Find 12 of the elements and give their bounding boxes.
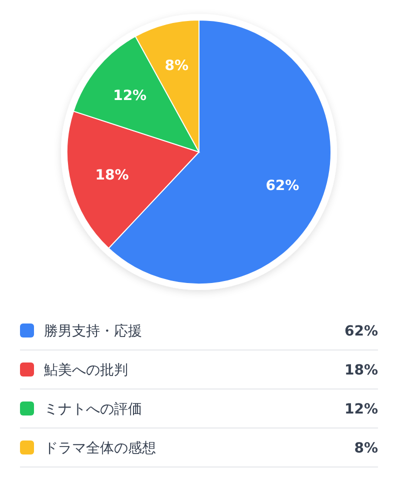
legend-label: ドラマ全体の感想 <box>44 440 156 456</box>
legend-label: 勝男支持・応援 <box>44 324 142 340</box>
data-label: 18% <box>95 167 129 184</box>
legend-label: 鮎美への批判 <box>44 362 128 378</box>
text: 62% <box>344 324 378 340</box>
text: 18% <box>344 362 378 378</box>
data-label: 8% <box>164 58 189 74</box>
legend-label: ミナトへの評価 <box>44 402 142 418</box>
data-label: 12% <box>113 88 147 104</box>
text: 8% <box>354 440 378 456</box>
data-label: 62% <box>266 178 300 194</box>
text: 12% <box>344 402 378 418</box>
